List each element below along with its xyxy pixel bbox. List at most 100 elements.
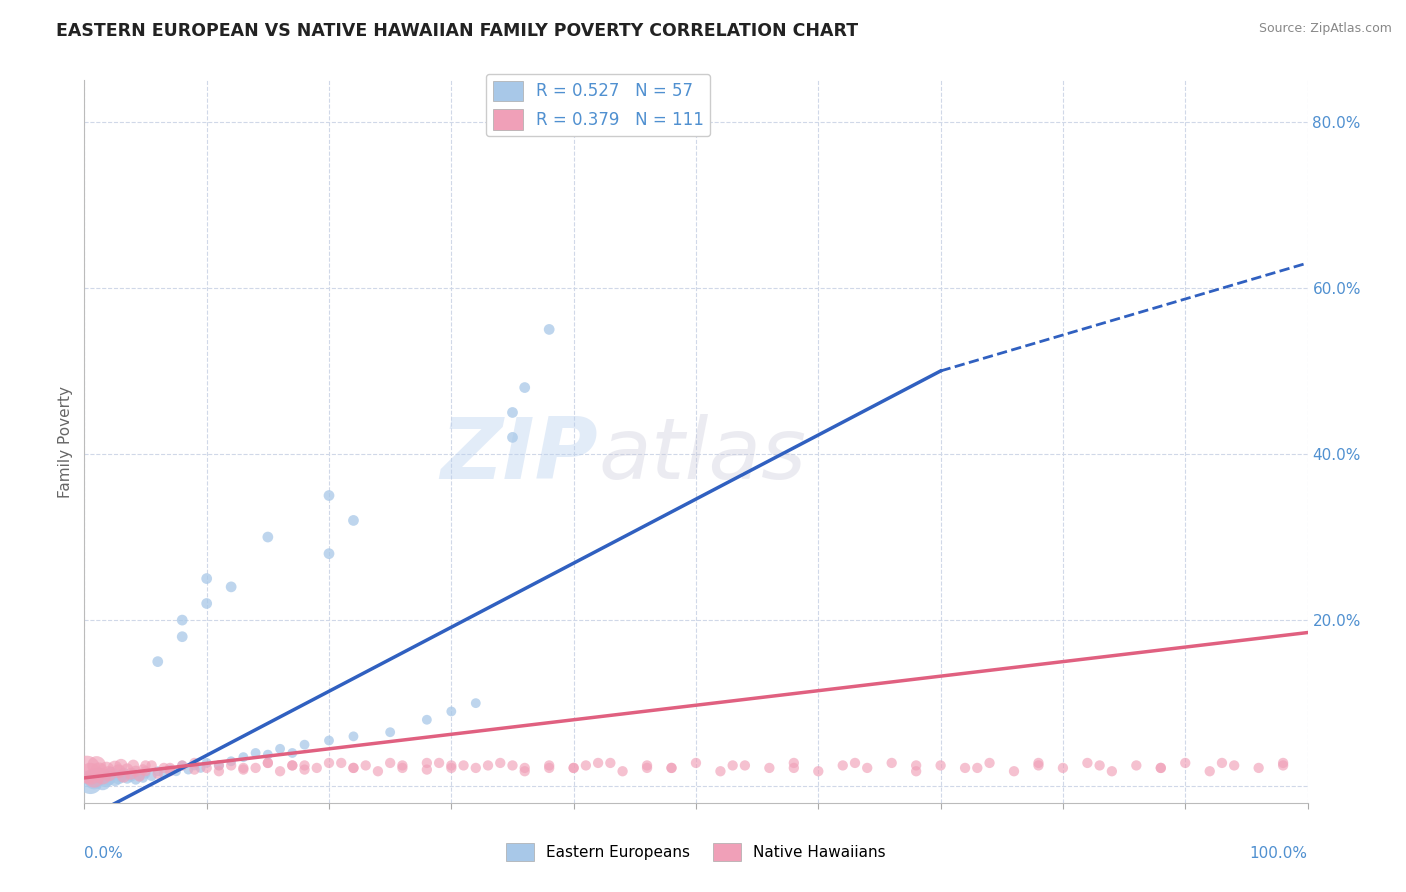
Point (107, 771, 129, 785)
Point (831, 758, 853, 772)
Point (120, 769, 142, 783)
Point (120, 766, 142, 780)
Point (905, 764, 928, 779)
Point (318, 547, 340, 561)
Point (79, 766, 101, 780)
Point (575, 758, 598, 772)
Point (172, 758, 194, 772)
Point (245, 746, 267, 760)
Point (125, 772, 148, 787)
Point (172, 613, 194, 627)
Point (783, 756, 806, 770)
Point (294, 763, 316, 777)
Point (1076, 756, 1098, 770)
Point (538, 322, 561, 336)
Point (83, 772, 105, 787)
Point (97, 766, 120, 780)
Point (513, 761, 536, 775)
Point (141, 758, 163, 772)
Point (183, 763, 205, 777)
Point (464, 761, 486, 775)
Point (172, 758, 194, 772)
Point (685, 756, 707, 770)
Point (208, 758, 231, 772)
Point (112, 766, 135, 780)
Point (128, 769, 150, 783)
Text: atlas: atlas (598, 415, 806, 498)
Point (232, 761, 254, 775)
Point (380, 756, 402, 770)
Point (783, 761, 806, 775)
Point (110, 769, 132, 783)
Point (232, 763, 254, 777)
Point (453, 758, 475, 772)
Point (305, 761, 328, 775)
Point (953, 761, 976, 775)
Point (269, 764, 291, 779)
Point (1150, 761, 1173, 775)
Point (159, 764, 181, 779)
Text: ZIP: ZIP (440, 415, 598, 498)
Point (257, 747, 280, 762)
Point (1211, 756, 1233, 770)
Point (513, 380, 536, 394)
Point (513, 764, 536, 779)
Text: Source: ZipAtlas.com: Source: ZipAtlas.com (1258, 22, 1392, 36)
Point (87, 764, 110, 779)
Point (195, 597, 218, 611)
Point (110, 758, 132, 772)
Point (599, 756, 621, 770)
Point (538, 761, 561, 775)
Point (502, 430, 524, 444)
Point (440, 761, 463, 775)
Point (380, 725, 402, 739)
Point (153, 761, 176, 775)
Point (318, 489, 340, 503)
Legend: Eastern Europeans, Native Hawaiians: Eastern Europeans, Native Hawaiians (501, 837, 891, 867)
Point (342, 730, 364, 744)
Point (112, 769, 135, 783)
Point (83, 771, 105, 785)
Point (219, 758, 242, 772)
Point (177, 763, 200, 777)
Point (91, 769, 114, 783)
Point (86, 758, 108, 772)
Point (1052, 761, 1074, 775)
Point (464, 696, 486, 710)
Point (87, 769, 110, 783)
Point (477, 758, 499, 772)
Point (330, 756, 353, 770)
Point (195, 756, 218, 770)
Point (1247, 761, 1270, 775)
Point (318, 756, 340, 770)
Point (104, 761, 127, 775)
Point (76, 763, 98, 777)
Point (245, 761, 267, 775)
Point (661, 761, 683, 775)
Point (538, 758, 561, 772)
Point (905, 758, 928, 772)
Point (1272, 758, 1295, 772)
Point (232, 750, 254, 764)
Point (636, 758, 658, 772)
Point (1028, 758, 1050, 772)
Point (966, 761, 988, 775)
Point (440, 758, 463, 772)
Point (79, 775, 101, 789)
Point (636, 761, 658, 775)
Point (132, 763, 155, 777)
Point (416, 713, 439, 727)
Point (562, 761, 585, 775)
Point (219, 754, 242, 768)
Point (1101, 764, 1123, 779)
Point (183, 758, 205, 772)
Point (502, 758, 524, 772)
Point (1198, 764, 1220, 779)
Point (146, 764, 169, 779)
Point (758, 761, 780, 775)
Point (125, 764, 148, 779)
Y-axis label: Family Poverty: Family Poverty (58, 385, 73, 498)
Point (979, 756, 1001, 770)
Point (183, 756, 205, 770)
Point (122, 766, 145, 780)
